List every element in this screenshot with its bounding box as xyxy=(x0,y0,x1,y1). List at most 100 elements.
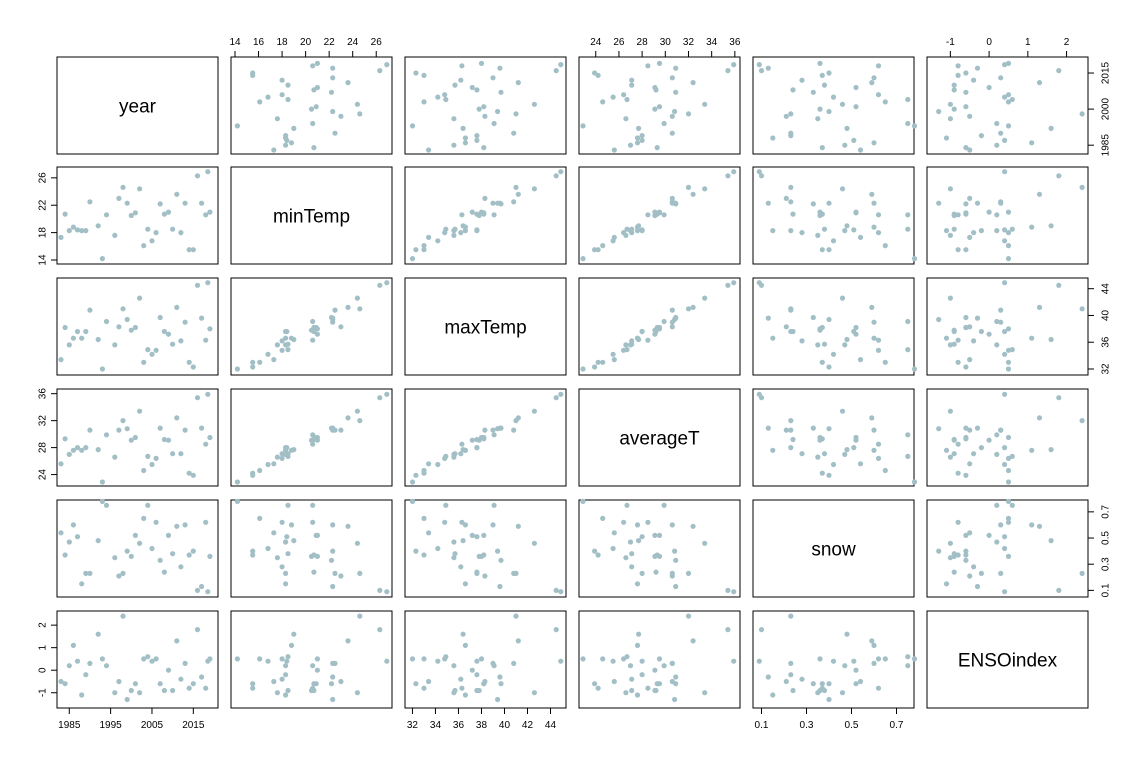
data-point xyxy=(661,318,667,325)
data-point xyxy=(690,191,696,197)
data-point xyxy=(943,447,950,453)
data-point xyxy=(137,690,143,696)
data-point xyxy=(610,545,616,552)
data-point xyxy=(905,663,911,669)
data-point xyxy=(250,552,256,558)
data-point xyxy=(558,169,564,175)
data-point xyxy=(79,335,85,341)
data-point xyxy=(788,672,794,678)
data-point xyxy=(128,553,134,560)
data-point xyxy=(725,173,731,179)
variable-label-snow: snow xyxy=(811,540,856,561)
data-point xyxy=(955,441,961,447)
panel-ENSOindex-vs-snow xyxy=(752,610,918,709)
data-point xyxy=(190,247,196,253)
data-point xyxy=(853,104,859,110)
data-point xyxy=(947,186,954,192)
data-point xyxy=(291,631,297,637)
data-point xyxy=(1029,140,1035,146)
data-point xyxy=(974,583,981,590)
data-point xyxy=(515,80,521,86)
data-point xyxy=(978,228,985,234)
data-point xyxy=(271,530,277,536)
tick-label: 0.7 xyxy=(1101,504,1112,518)
data-point xyxy=(974,200,981,206)
data-point xyxy=(476,106,482,112)
data-point xyxy=(788,199,794,205)
variable-label-year: year xyxy=(119,97,157,118)
data-point xyxy=(770,135,776,141)
data-point xyxy=(669,319,675,325)
data-point xyxy=(788,613,794,619)
data-point xyxy=(580,256,586,262)
data-point xyxy=(1048,447,1054,453)
data-point xyxy=(998,75,1004,81)
data-point xyxy=(629,82,635,88)
data-point xyxy=(1002,227,1008,233)
data-point xyxy=(357,306,363,312)
data-point xyxy=(161,328,167,335)
data-point xyxy=(451,116,457,122)
data-point xyxy=(283,335,289,341)
data-point xyxy=(497,200,503,206)
data-point xyxy=(673,681,679,687)
data-point xyxy=(623,555,629,561)
data-point xyxy=(669,522,675,528)
data-point xyxy=(1005,99,1012,105)
data-point xyxy=(656,104,663,110)
data-point xyxy=(310,663,316,669)
data-point xyxy=(611,678,617,685)
data-point xyxy=(174,191,180,197)
data-point xyxy=(826,696,832,703)
tick-label: 32 xyxy=(38,415,49,427)
data-point xyxy=(1005,467,1012,474)
variable-label-averageT: averageT xyxy=(619,429,700,450)
data-point xyxy=(345,415,351,421)
data-point xyxy=(513,111,519,117)
data-point xyxy=(459,685,465,691)
data-point xyxy=(673,583,679,590)
data-point xyxy=(459,519,465,525)
data-point xyxy=(725,282,731,288)
data-point xyxy=(95,223,101,229)
data-point xyxy=(186,359,192,365)
data-point xyxy=(817,106,823,112)
data-point xyxy=(491,432,497,438)
data-point xyxy=(141,467,147,474)
data-point xyxy=(205,391,211,397)
data-point xyxy=(95,631,101,637)
panel-minTemp-vs-averageT xyxy=(578,166,741,265)
data-point xyxy=(62,211,68,217)
data-point xyxy=(634,692,641,698)
data-point xyxy=(474,658,480,664)
data-point xyxy=(354,101,360,107)
data-point xyxy=(690,523,696,529)
data-point xyxy=(844,223,850,229)
data-point xyxy=(857,678,864,685)
data-point xyxy=(285,502,291,508)
data-point xyxy=(116,324,122,330)
data-point xyxy=(947,540,954,546)
data-point xyxy=(624,502,630,508)
data-point xyxy=(74,227,81,233)
data-point xyxy=(967,234,973,240)
data-point xyxy=(469,437,475,443)
top-axis-minTemp: 14 16 18 20 22 24 26 xyxy=(229,37,382,57)
data-point xyxy=(853,324,859,331)
data-point xyxy=(103,663,110,669)
data-point xyxy=(99,479,105,485)
panel-frame xyxy=(752,277,915,376)
panel-year-vs-year: year xyxy=(56,56,219,155)
data-point xyxy=(190,364,196,370)
data-point xyxy=(513,613,519,619)
data-point xyxy=(426,147,432,153)
data-point xyxy=(291,336,297,343)
data-point xyxy=(731,280,737,286)
data-point xyxy=(1005,359,1012,365)
data-point xyxy=(203,337,209,343)
data-point xyxy=(810,425,816,431)
data-point xyxy=(511,427,517,433)
data-point xyxy=(250,681,256,687)
data-point xyxy=(592,364,598,370)
data-point xyxy=(481,104,487,110)
